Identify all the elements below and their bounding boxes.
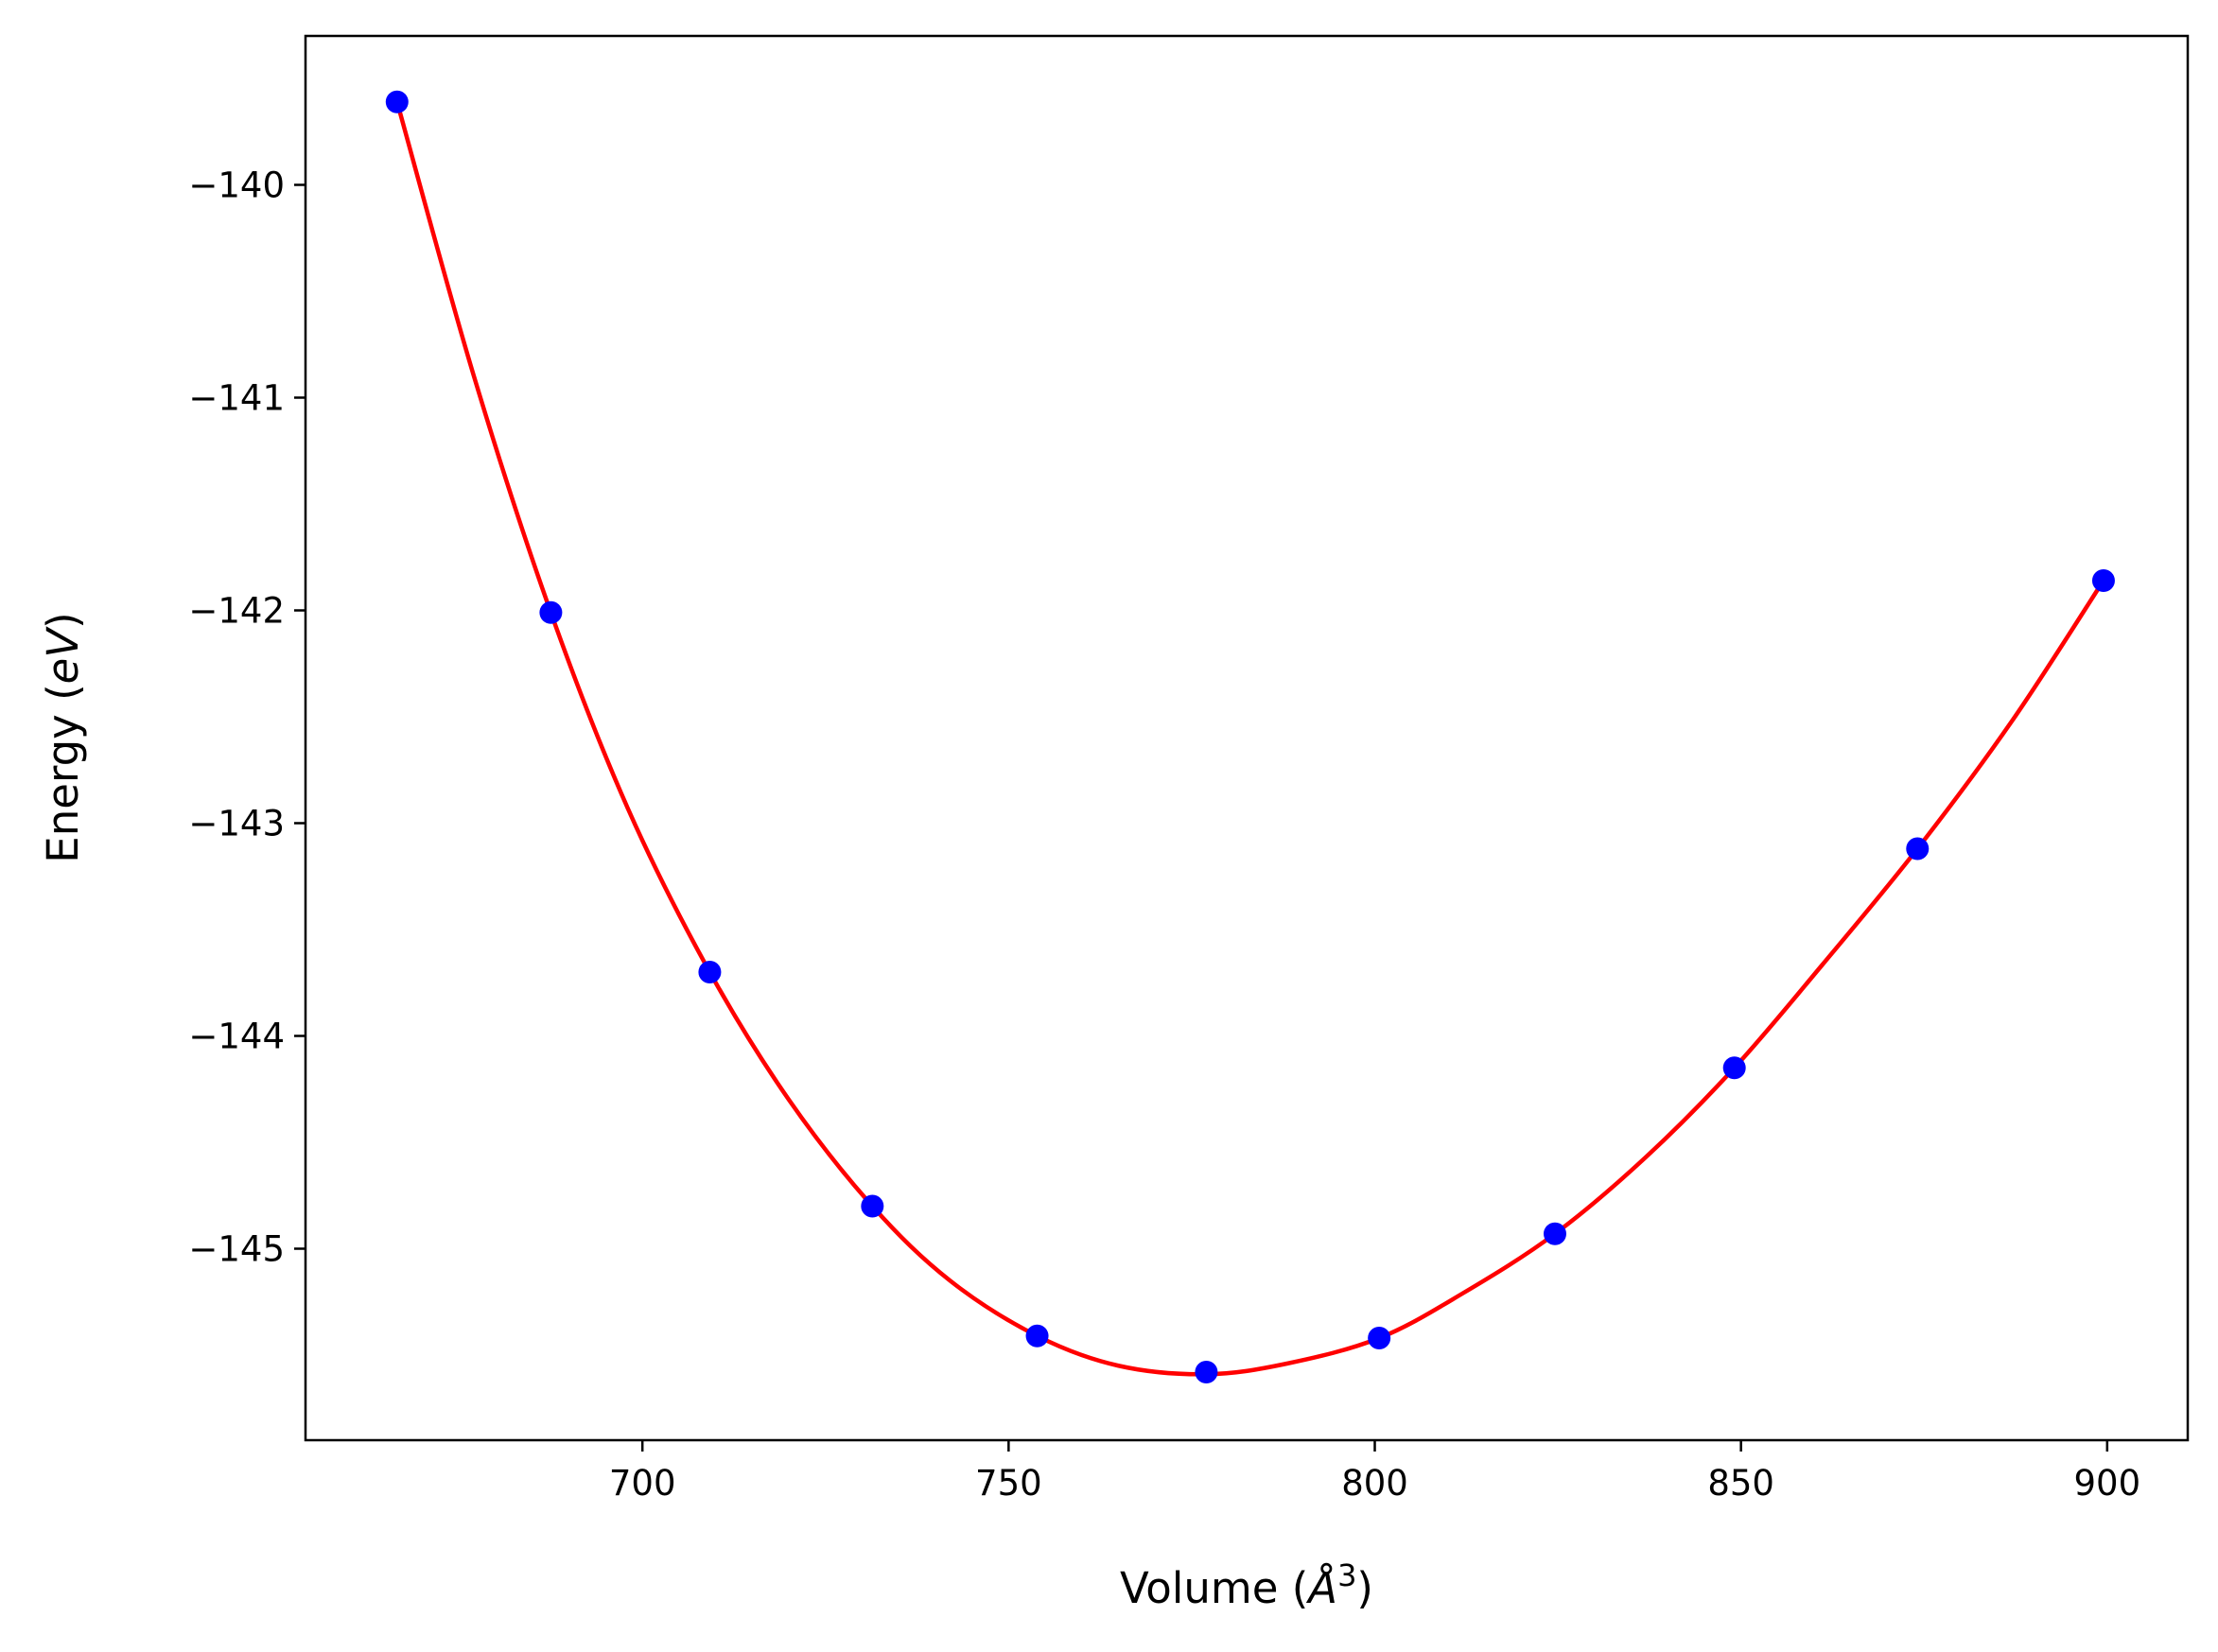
x-axis-title: Volume (Å3): [1120, 1557, 1373, 1613]
data-point: [1722, 1056, 1746, 1080]
y-tick-label: −140: [188, 165, 285, 206]
fit-curve-line: [394, 101, 2105, 1377]
x-axis-title-text: Volume: [1120, 1563, 1278, 1613]
y-tick-label: −143: [188, 804, 285, 844]
data-point: [698, 961, 722, 983]
data-point: [539, 600, 563, 624]
y-axis-ticks: −140 −141 −142 −143 −144 −145: [188, 165, 306, 1270]
x-tick-label: 750: [975, 1463, 1042, 1504]
data-point: [1025, 1324, 1049, 1348]
data-point: [1368, 1327, 1391, 1349]
plot-frame: [304, 34, 2190, 1442]
x-tick-label: 700: [609, 1463, 676, 1504]
y-axis-title-text: Energy: [38, 714, 88, 863]
x-tick-label: 800: [1341, 1463, 1408, 1504]
y-tick-label: −145: [188, 1229, 285, 1270]
data-point: [385, 90, 409, 113]
y-axis-unit: eV: [38, 626, 88, 685]
y-axis-title: Energy (eV): [38, 612, 88, 862]
data-point: [1906, 837, 1930, 861]
fit-curve-layer: [394, 101, 2105, 1377]
data-point: [2091, 569, 2115, 592]
y-tick-label: −141: [188, 378, 285, 419]
data-points-layer: [385, 90, 2115, 1383]
x-axis-unit-sup: 3: [1337, 1557, 1356, 1593]
x-axis-unit-base: Å: [1305, 1563, 1337, 1613]
data-point: [1543, 1222, 1566, 1245]
data-point: [861, 1194, 884, 1218]
y-tick-label: −142: [188, 591, 285, 632]
x-tick-label: 900: [2074, 1463, 2141, 1504]
data-point: [1195, 1361, 1218, 1383]
y-tick-label: −144: [188, 1017, 285, 1057]
x-axis-ticks: 700 750 800 850 900: [609, 1440, 2140, 1504]
x-tick-label: 850: [1707, 1463, 1774, 1504]
